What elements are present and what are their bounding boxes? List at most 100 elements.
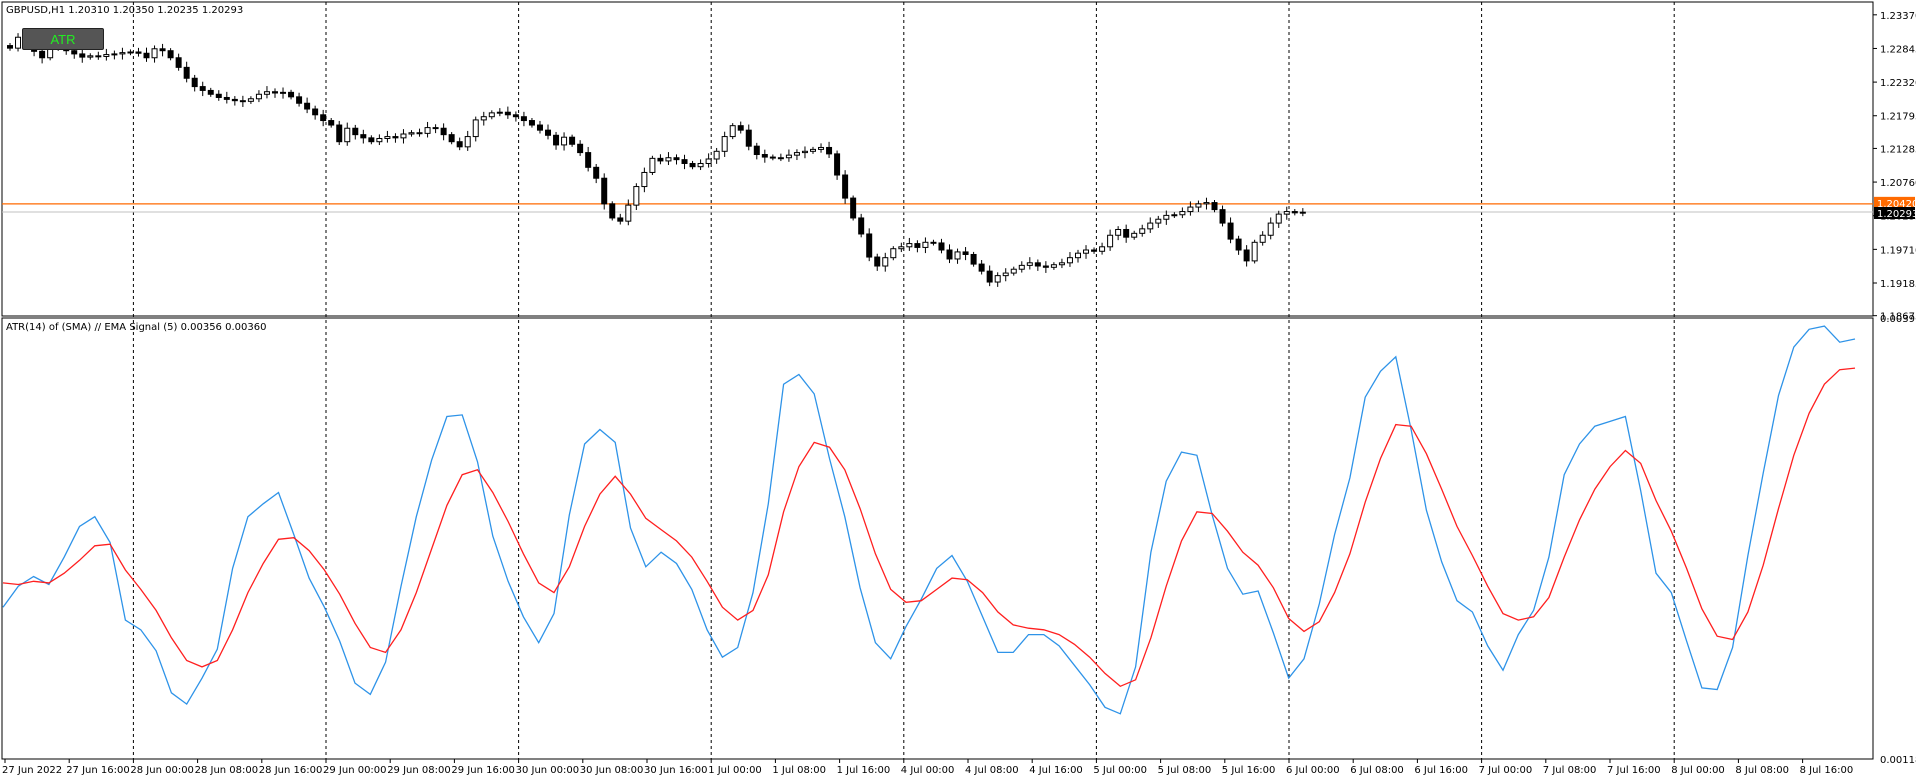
atr-line: [2, 325, 1856, 715]
bullish-candle: [1026, 262, 1033, 266]
bullish-candle: [15, 36, 22, 49]
x-tick-label: 27 Jun 2022: [2, 765, 62, 776]
bearish-candle: [360, 134, 367, 139]
bullish-candle: [1163, 214, 1170, 220]
bullish-candle: [1083, 249, 1090, 254]
bullish-candle: [1002, 272, 1009, 277]
bearish-candle: [577, 143, 584, 154]
x-tick-label: 29 Jun 00:00: [323, 765, 387, 776]
bullish-candle: [1115, 228, 1122, 236]
bullish-candle: [1299, 211, 1306, 214]
bearish-candle: [512, 114, 519, 118]
bearish-candle: [842, 174, 849, 199]
bearish-candle: [946, 249, 953, 260]
bullish-candle: [898, 246, 905, 250]
bearish-candle: [135, 51, 142, 54]
vertical-gridlines: [132, 2, 1675, 759]
bullish-candle: [882, 257, 889, 267]
bearish-candle: [673, 157, 680, 161]
y-tick-label: 1.21285: [1880, 144, 1916, 155]
bullish-candle: [255, 93, 262, 100]
bullish-candle: [87, 55, 94, 58]
bearish-candle: [528, 120, 535, 126]
bullish-candle: [777, 157, 784, 160]
price-pane-border: [1, 1, 1874, 317]
bullish-candle: [1259, 234, 1266, 243]
bearish-candle: [440, 127, 447, 136]
bullish-candle: [1050, 264, 1057, 268]
time-x-axis: 27 Jun 2022 27 Jun 16:00 28 Jun 00:00 28 Ju…: [2, 759, 1853, 776]
bearish-candle: [1291, 211, 1298, 214]
bullish-candle: [785, 154, 792, 159]
bullish-candle: [649, 157, 656, 173]
ema-signal-line: [2, 367, 1856, 688]
x-tick-label: 29 Jun 08:00: [387, 765, 451, 776]
bullish-candle: [263, 91, 270, 95]
x-tick-label: 5 Jul 16:00: [1222, 765, 1276, 776]
x-tick-label: 8 Jul 16:00: [1800, 765, 1854, 776]
bearish-candle: [761, 154, 768, 158]
bearish-candle: [312, 108, 319, 116]
bullish-candle: [1195, 203, 1202, 208]
bullish-candle: [729, 125, 736, 138]
bearish-candle: [874, 256, 881, 267]
x-tick-label: 1 Jul 00:00: [708, 765, 762, 776]
bullish-candle: [641, 171, 648, 188]
x-tick-label: 29 Jun 16:00: [451, 765, 515, 776]
x-tick-label: 6 Jul 00:00: [1286, 765, 1340, 776]
bearish-candle: [288, 91, 295, 98]
bearish-candle: [223, 96, 230, 100]
bearish-candle: [978, 263, 985, 272]
bearish-candle: [432, 127, 439, 130]
bullish-candle: [488, 112, 495, 118]
bullish-candle: [103, 54, 110, 57]
bullish-candle: [464, 136, 471, 148]
bearish-candle: [143, 52, 150, 59]
bearish-candle: [191, 77, 198, 88]
x-tick-label: 4 Jul 08:00: [965, 765, 1019, 776]
x-tick-label: 7 Jul 16:00: [1607, 765, 1661, 776]
x-tick-label: 7 Jul 00:00: [1479, 765, 1533, 776]
bullish-candle: [280, 91, 287, 94]
bullish-candle: [793, 152, 800, 156]
bullish-candle: [1010, 268, 1017, 274]
bullish-candle: [1139, 228, 1146, 234]
bearish-candle: [167, 50, 174, 59]
price-chart-title: GBPUSD,H1 1.20310 1.20350 1.20235 1.2029…: [6, 5, 243, 16]
bullish-candle: [994, 275, 1001, 283]
bearish-candle: [753, 145, 760, 156]
y-tick-label: 1.20760: [1880, 178, 1916, 189]
bearish-candle: [304, 102, 311, 110]
bullish-candle: [1107, 234, 1114, 248]
bearish-candle: [1123, 228, 1130, 238]
bearish-candle: [1211, 202, 1218, 211]
bearish-candle: [79, 53, 86, 58]
indicator-y-tick-label: 0.00118: [1880, 755, 1916, 766]
bearish-candle: [681, 159, 688, 164]
bullish-candle: [906, 243, 913, 248]
bullish-candle: [1066, 257, 1073, 264]
bullish-candle: [1275, 213, 1282, 224]
x-tick-label: 28 Jun 16:00: [259, 765, 323, 776]
bullish-candle: [1171, 214, 1178, 217]
bullish-candle: [713, 150, 720, 160]
bearish-candle: [392, 136, 399, 139]
bullish-candle: [127, 51, 134, 54]
bullish-candle: [810, 148, 816, 152]
bullish-candle: [344, 127, 351, 143]
bearish-candle: [826, 146, 833, 155]
bullish-candle: [1187, 206, 1194, 213]
bearish-candle: [689, 162, 696, 168]
bullish-candle: [1203, 202, 1210, 205]
bearish-candle: [657, 157, 664, 162]
bearish-candle: [553, 134, 560, 146]
x-tick-label: 30 Jun 00:00: [516, 765, 580, 776]
bullish-candle: [384, 136, 391, 139]
bearish-candle: [601, 177, 608, 205]
atr-indicator-button[interactable]: ATR: [22, 28, 104, 50]
bearish-candle: [416, 132, 423, 135]
bearish-candle: [545, 129, 552, 136]
indicator-lines: [2, 325, 1856, 715]
